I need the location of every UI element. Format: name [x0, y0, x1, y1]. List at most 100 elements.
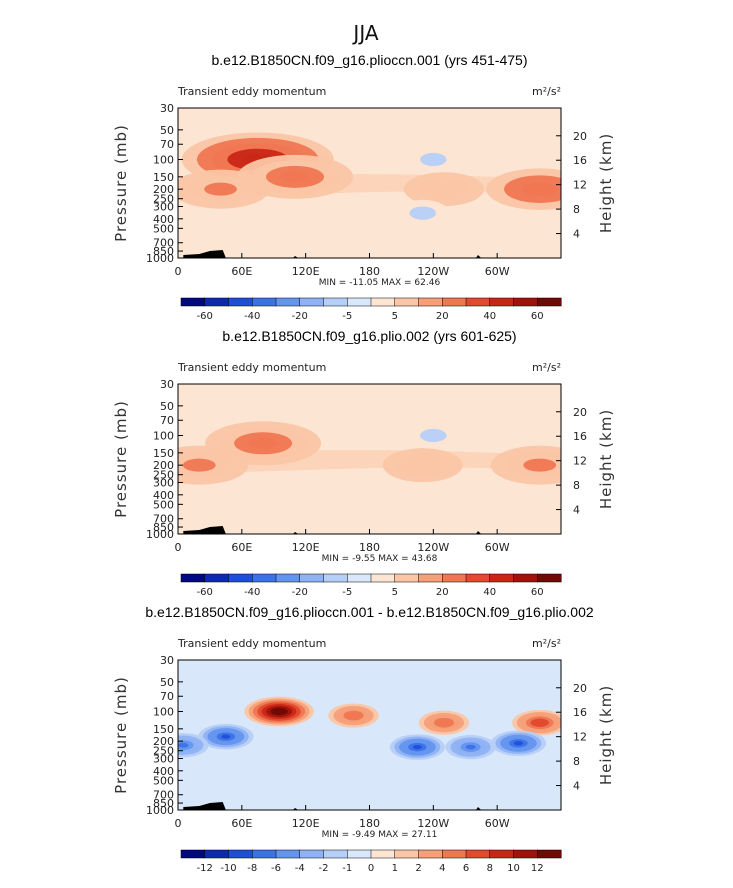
colorbar-swatch: [228, 573, 253, 583]
colorbar-swatch: [180, 297, 206, 307]
contour-level: [420, 428, 447, 443]
contour-level: [535, 720, 545, 725]
x-tick-label: 0: [175, 541, 182, 554]
colorbar-swatch: [370, 573, 396, 583]
x-tick-label: 180: [359, 265, 380, 278]
contour-level: [221, 734, 231, 739]
y2-tick-label: 12: [573, 179, 587, 192]
y-tick-label: 850: [153, 797, 174, 810]
contour-level: [420, 152, 447, 167]
y-tick-label: 200: [153, 459, 174, 472]
y-tick-label: 30: [160, 102, 174, 115]
contour-feature: [418, 710, 470, 735]
contour-level: [523, 458, 557, 472]
colorbar-label: -60: [197, 587, 213, 598]
y2-tick-label: 4: [573, 780, 580, 793]
y2-tick-label: 12: [573, 731, 587, 744]
y2-axis-label: Height (km): [597, 133, 615, 233]
colorbar-swatch: [347, 297, 372, 307]
colorbar-swatch: [180, 849, 206, 859]
contour-level: [513, 741, 524, 746]
contour-level: [248, 437, 278, 449]
y-tick-label: 250: [153, 469, 174, 482]
colorbar-swatch: [252, 297, 277, 307]
colorbar-swatch: [204, 297, 230, 307]
colorbar-swatch: [442, 573, 467, 583]
x-tick-label: 120W: [417, 265, 449, 278]
colorbar-label: 2: [415, 863, 421, 874]
y-tick-label: 100: [153, 706, 174, 719]
y2-tick-label: 16: [573, 154, 587, 167]
y-tick-label: 70: [160, 690, 174, 703]
colorbar-label: -4: [295, 863, 305, 874]
y2-tick-label: 4: [573, 228, 580, 241]
panel-3: b.e12.B1850CN.f09_g16.plioccn.001 - b.e1…: [112, 604, 615, 874]
y2-tick-label: 16: [573, 430, 587, 443]
colorbar-swatch: [465, 573, 491, 583]
colorbar-label: 8: [487, 863, 493, 874]
y-tick-label: 500: [153, 774, 174, 787]
colorbar-label: 20: [436, 587, 449, 598]
colorbar-swatch: [347, 573, 372, 583]
y-axis-label: Pressure (mb): [112, 676, 130, 794]
contour-level: [438, 720, 450, 726]
contour-feature: [178, 445, 249, 485]
colorbar-label: 40: [483, 587, 496, 598]
colorbar-swatch: [442, 849, 467, 859]
contour-field: [178, 384, 561, 534]
colorbar-label: 5: [392, 311, 398, 322]
contour-level: [412, 744, 422, 750]
colorbar-swatch: [489, 849, 515, 859]
colorbar-swatch: [347, 849, 372, 859]
contour-feature: [382, 448, 463, 483]
colorbar-swatch: [370, 849, 396, 859]
colorbar-swatch: [204, 849, 230, 859]
contour-feature: [403, 172, 484, 207]
y-tick-label: 250: [153, 745, 174, 758]
contour-field: [178, 108, 561, 258]
y-tick-label: 500: [153, 222, 174, 235]
contour-level: [182, 458, 216, 472]
colorbar-label: -10: [220, 863, 236, 874]
x-tick-label: 120E: [292, 265, 320, 278]
variable-label: Transient eddy momentum: [177, 637, 326, 650]
contour-feature: [406, 146, 460, 173]
y-tick-label: 70: [160, 138, 174, 151]
topography: [183, 250, 482, 258]
x-tick-label: 60E: [231, 817, 252, 830]
y-tick-label: 700: [153, 513, 174, 526]
colorbar-swatch: [323, 849, 348, 859]
colorbar-swatch: [394, 297, 420, 307]
x-tick-label: 60W: [485, 817, 510, 830]
y-tick-label: 150: [153, 171, 174, 184]
colorbar-swatch: [228, 297, 253, 307]
min-max-label: MIN = -11.05 MAX = 62.46: [319, 278, 441, 288]
contour-feature: [178, 169, 270, 209]
colorbar-swatch: [442, 297, 467, 307]
y-axis-label: Pressure (mb): [112, 124, 130, 242]
y2-axis-label: Height (km): [597, 685, 615, 785]
y2-tick-label: 20: [573, 406, 587, 419]
y-tick-label: 400: [153, 213, 174, 226]
colorbar-label: 6: [463, 863, 469, 874]
colorbar-label: -8: [247, 863, 257, 874]
contour-feature: [396, 199, 450, 227]
x-tick-label: 0: [175, 265, 182, 278]
colorbar-swatch: [513, 297, 538, 307]
colorbar-label: -6: [271, 863, 281, 874]
colorbar-label: 12: [531, 863, 544, 874]
y-tick-label: 700: [153, 237, 174, 250]
panel-1: b.e12.B1850CN.f09_g16.plioccn.001 (yrs 4…: [112, 52, 615, 322]
y-tick-label: 400: [153, 765, 174, 778]
panel-title: b.e12.B1850CN.f09_g16.plioccn.001 - b.e1…: [145, 604, 594, 620]
colorbar-swatch: [394, 573, 420, 583]
y2-tick-label: 20: [573, 130, 587, 143]
contour-feature: [512, 709, 561, 736]
y-tick-label: 50: [160, 124, 174, 137]
y-tick-label: 1000: [146, 528, 174, 541]
contour-feature: [490, 445, 561, 485]
colorbar-label: 60: [531, 587, 544, 598]
y-tick-label: 700: [153, 789, 174, 802]
contour-level: [409, 459, 437, 471]
colorbar-swatch: [228, 849, 253, 859]
